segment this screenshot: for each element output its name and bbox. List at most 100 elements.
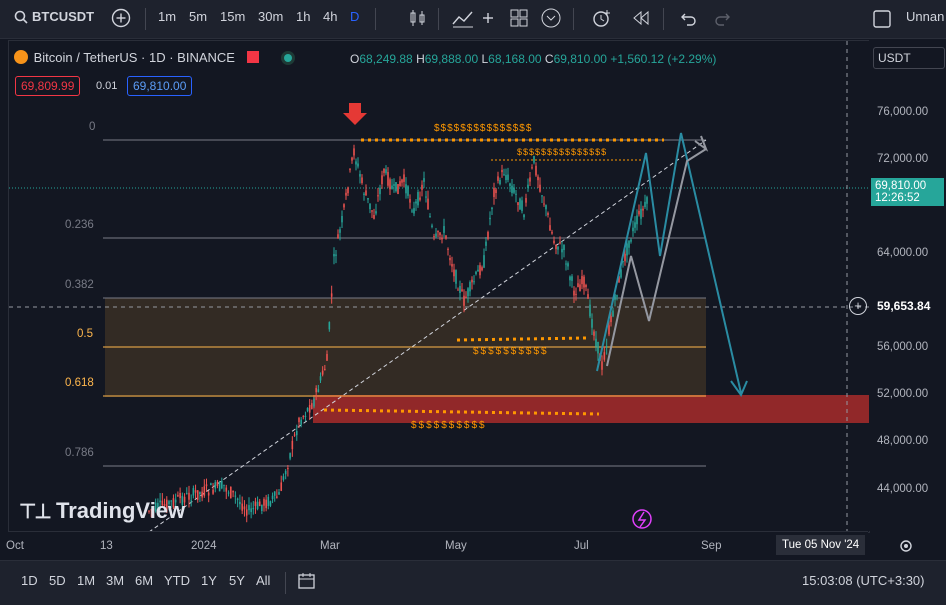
- buy-button[interactable]: 69,810.00: [127, 76, 193, 96]
- candle-body: [455, 270, 457, 284]
- candle-body: [511, 185, 513, 193]
- watermark-text: TradingView: [55, 498, 186, 523]
- layout-grid-icon[interactable]: [508, 7, 532, 31]
- candle-body: [449, 257, 451, 261]
- symbol-name[interactable]: BTCUSDT: [32, 9, 95, 24]
- candle-body: [333, 254, 335, 257]
- candle-body: [585, 284, 587, 288]
- candle-body: [317, 389, 320, 393]
- chart-pane[interactable]: $$$$$$$$$$$$$$$ $$$$$$$$$$$$$$$ $$$$$$$$…: [8, 40, 870, 533]
- interval-4h[interactable]: 4h: [323, 9, 338, 24]
- undo-icon[interactable]: [677, 7, 701, 31]
- redo-icon[interactable]: [712, 7, 736, 31]
- range-1y[interactable]: 1Y: [201, 573, 217, 588]
- current-price-badge: 69,810.00 12:26:52: [871, 178, 944, 206]
- candle-body: [341, 216, 343, 223]
- range-ytd[interactable]: YTD: [164, 573, 190, 588]
- candle-body: [497, 176, 499, 181]
- goto-date-icon[interactable]: [297, 571, 317, 596]
- candle-body: [507, 174, 509, 180]
- candle-body: [258, 501, 261, 507]
- crosshair-price-label: 59,653.84: [869, 297, 946, 315]
- price-tick: 52,000.00: [877, 388, 929, 400]
- indicators-icon[interactable]: [451, 7, 475, 31]
- layout-name[interactable]: Unnan: [906, 9, 945, 24]
- search-icon[interactable]: [14, 10, 28, 27]
- currency-selector[interactable]: USDT: [873, 47, 945, 69]
- interval-1m[interactable]: 1m: [158, 9, 177, 24]
- candle-body: [447, 248, 449, 250]
- candle-body: [159, 500, 161, 503]
- fib-label-0: 0: [89, 121, 96, 133]
- candle-body: [315, 388, 317, 393]
- sell-button[interactable]: 69,809.99: [15, 76, 81, 96]
- candle-body: [190, 500, 192, 502]
- candle-body: [441, 237, 443, 240]
- clock-timezone[interactable]: 15:03:08 (UTC+3:30): [802, 573, 925, 588]
- candle-body: [581, 276, 583, 285]
- layout-checkbox-icon[interactable]: [873, 10, 897, 34]
- divider: [573, 8, 574, 30]
- range-6m[interactable]: 6M: [135, 573, 154, 588]
- candle-body: [210, 483, 212, 486]
- price-axis[interactable]: USDT 76,000.00 72,000.00 64,000.00 56,00…: [849, 40, 946, 531]
- candle-body: [230, 486, 232, 499]
- alert-icon[interactable]: [589, 7, 613, 31]
- time-tick: Mar: [320, 540, 340, 552]
- range-3m[interactable]: 3M: [106, 573, 125, 588]
- candle-body: [347, 187, 349, 194]
- range-1d[interactable]: 1D: [21, 573, 38, 588]
- candle-body: [276, 496, 278, 498]
- add-indicator-icon[interactable]: [481, 7, 505, 31]
- range-5d[interactable]: 5D: [49, 573, 66, 588]
- templates-dropdown-icon[interactable]: [540, 7, 564, 31]
- lightning-icon: [632, 509, 652, 529]
- candle-body: [365, 190, 367, 196]
- candle-body: [465, 296, 467, 298]
- candle-body: [343, 204, 345, 208]
- candle-body: [429, 216, 431, 218]
- candle-body: [271, 495, 274, 500]
- chart-canvas: [9, 41, 869, 533]
- market-status-icon[interactable]: [284, 54, 293, 62]
- candle-body: [227, 492, 230, 494]
- candle-body: [252, 508, 255, 510]
- interval-5m[interactable]: 5m: [189, 9, 208, 24]
- candle-body: [549, 225, 551, 231]
- candle-body: [207, 492, 210, 496]
- interval-d[interactable]: D: [350, 9, 360, 24]
- candle-body: [605, 346, 608, 348]
- settings-gear-icon[interactable]: [898, 538, 914, 559]
- range-5y[interactable]: 5Y: [229, 573, 245, 588]
- candle-body: [261, 504, 263, 512]
- time-axis[interactable]: Oct 13 2024 Mar May Jul Sep Tue 05 Nov '…: [6, 531, 912, 560]
- candles-icon[interactable]: [407, 7, 431, 31]
- candle-body: [523, 214, 525, 218]
- price-tick: 56,000.00: [877, 341, 929, 353]
- replay-icon[interactable]: [630, 7, 654, 31]
- candle-body: [273, 491, 276, 496]
- flag-icon[interactable]: [246, 51, 259, 63]
- crosshair-plus-icon[interactable]: +: [849, 297, 867, 315]
- candle-body: [221, 480, 223, 489]
- candle-body: [267, 496, 270, 506]
- range-all[interactable]: All: [256, 573, 271, 588]
- candle-body: [521, 200, 523, 212]
- symbol-title[interactable]: Bitcoin / TetherUS · 1D · BINANCE: [33, 50, 235, 65]
- interval-15m[interactable]: 15m: [220, 9, 246, 24]
- time-tick: Sep: [701, 540, 722, 552]
- interval-30m[interactable]: 30m: [258, 9, 284, 24]
- candle-body: [194, 490, 197, 493]
- candle-body: [451, 264, 453, 267]
- candle-body: [419, 197, 421, 200]
- range-1m[interactable]: 1M: [77, 573, 96, 588]
- candle-body: [225, 487, 228, 492]
- candle-body: [443, 226, 445, 233]
- candle-body: [495, 189, 497, 194]
- interval-1h[interactable]: 1h: [296, 9, 311, 24]
- candle-body: [311, 403, 313, 409]
- add-symbol-icon[interactable]: [110, 7, 134, 31]
- candle-body: [179, 493, 181, 499]
- candle-body: [363, 193, 365, 195]
- candle-body: [353, 148, 355, 156]
